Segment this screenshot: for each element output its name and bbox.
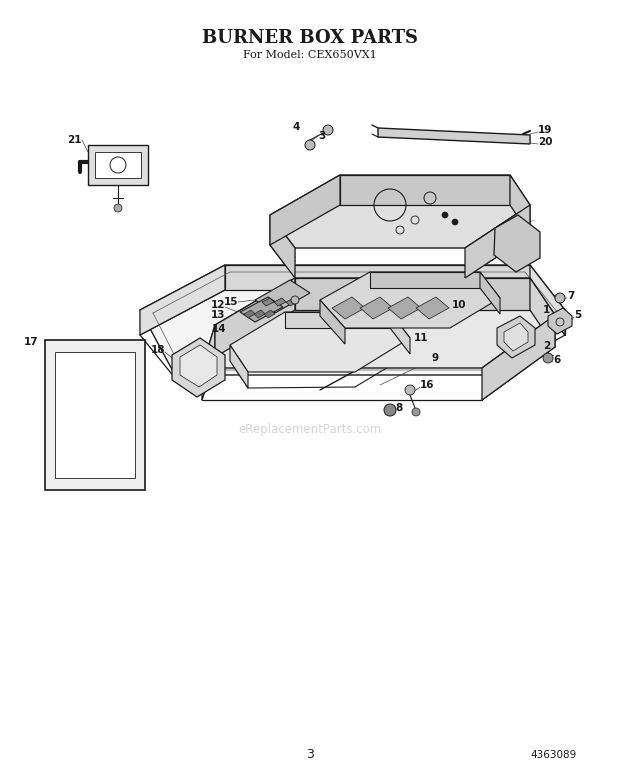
Text: 4: 4 — [293, 122, 300, 132]
Polygon shape — [530, 278, 555, 347]
Text: 1: 1 — [543, 305, 551, 315]
Polygon shape — [225, 265, 530, 290]
Polygon shape — [390, 312, 410, 354]
Polygon shape — [255, 280, 310, 313]
Text: 11: 11 — [414, 333, 428, 343]
Polygon shape — [262, 298, 274, 306]
Text: BURNER BOX PARTS: BURNER BOX PARTS — [202, 29, 418, 47]
Polygon shape — [140, 265, 565, 375]
Text: 3: 3 — [318, 131, 326, 141]
Text: 5: 5 — [574, 310, 582, 320]
Text: 2: 2 — [543, 341, 551, 351]
Text: 10: 10 — [452, 300, 466, 310]
Polygon shape — [370, 272, 480, 288]
Polygon shape — [340, 175, 510, 205]
Polygon shape — [494, 215, 540, 272]
Circle shape — [543, 353, 553, 363]
Polygon shape — [274, 298, 286, 306]
Circle shape — [323, 125, 333, 135]
Circle shape — [114, 204, 122, 212]
Circle shape — [442, 212, 448, 218]
Polygon shape — [264, 310, 275, 318]
Text: 21: 21 — [68, 135, 82, 145]
Polygon shape — [244, 310, 255, 318]
Polygon shape — [320, 272, 500, 328]
Text: 14: 14 — [211, 324, 226, 334]
Polygon shape — [230, 345, 248, 388]
Polygon shape — [482, 315, 555, 400]
Text: 16: 16 — [420, 380, 435, 390]
Polygon shape — [55, 352, 135, 478]
Text: 4363089: 4363089 — [530, 750, 576, 760]
Polygon shape — [530, 265, 565, 335]
Polygon shape — [504, 323, 528, 351]
Text: 15: 15 — [223, 297, 238, 307]
Text: For Model: CEX650VX1: For Model: CEX650VX1 — [243, 50, 377, 60]
Text: 20: 20 — [538, 137, 552, 147]
Polygon shape — [378, 128, 530, 144]
Polygon shape — [202, 278, 555, 368]
Circle shape — [384, 404, 396, 416]
Polygon shape — [360, 297, 393, 319]
Polygon shape — [254, 310, 265, 318]
Polygon shape — [332, 297, 365, 319]
Polygon shape — [230, 312, 410, 372]
Polygon shape — [416, 297, 449, 319]
Polygon shape — [295, 278, 530, 310]
Polygon shape — [215, 278, 295, 357]
Text: eReplacementParts.com: eReplacementParts.com — [238, 424, 382, 436]
Polygon shape — [320, 300, 345, 344]
Polygon shape — [285, 312, 390, 328]
Polygon shape — [286, 298, 298, 306]
Polygon shape — [88, 145, 148, 185]
Polygon shape — [45, 340, 145, 490]
Polygon shape — [497, 316, 535, 358]
Polygon shape — [548, 308, 572, 334]
Text: 7: 7 — [567, 291, 574, 301]
Polygon shape — [510, 175, 530, 235]
Polygon shape — [465, 205, 530, 278]
Circle shape — [555, 293, 565, 303]
Polygon shape — [388, 297, 421, 319]
Text: 6: 6 — [553, 355, 560, 365]
Text: 17: 17 — [24, 337, 38, 347]
Circle shape — [452, 219, 458, 225]
Polygon shape — [270, 175, 530, 248]
Text: 8: 8 — [395, 403, 402, 413]
Polygon shape — [172, 338, 225, 397]
Text: 13: 13 — [211, 310, 225, 320]
Circle shape — [412, 408, 420, 416]
Text: 18: 18 — [151, 345, 165, 355]
Polygon shape — [140, 265, 225, 335]
Polygon shape — [202, 325, 215, 400]
Circle shape — [291, 296, 299, 304]
Circle shape — [305, 140, 315, 150]
Text: 3: 3 — [306, 748, 314, 762]
Text: 12: 12 — [211, 300, 225, 310]
Text: 19: 19 — [538, 125, 552, 135]
Polygon shape — [270, 215, 295, 278]
Polygon shape — [95, 152, 141, 178]
Circle shape — [405, 385, 415, 395]
Polygon shape — [180, 345, 217, 387]
Polygon shape — [270, 175, 340, 245]
Polygon shape — [480, 272, 500, 314]
Text: 9: 9 — [432, 353, 439, 363]
Polygon shape — [240, 297, 283, 322]
